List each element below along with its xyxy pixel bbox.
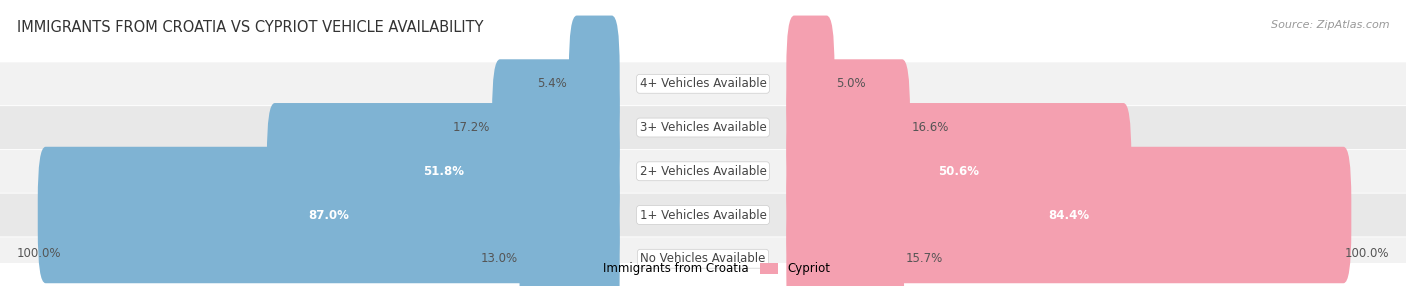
Text: 51.8%: 51.8% bbox=[423, 165, 464, 178]
Text: 17.2%: 17.2% bbox=[453, 121, 491, 134]
Text: 5.4%: 5.4% bbox=[537, 77, 567, 90]
Text: IMMIGRANTS FROM CROATIA VS CYPRIOT VEHICLE AVAILABILITY: IMMIGRANTS FROM CROATIA VS CYPRIOT VEHIC… bbox=[17, 20, 484, 35]
FancyBboxPatch shape bbox=[492, 59, 620, 196]
Text: 5.0%: 5.0% bbox=[837, 77, 866, 90]
FancyBboxPatch shape bbox=[786, 190, 904, 286]
Text: 1+ Vehicles Available: 1+ Vehicles Available bbox=[640, 208, 766, 221]
Text: 13.0%: 13.0% bbox=[481, 252, 517, 265]
Text: 50.6%: 50.6% bbox=[938, 165, 980, 178]
FancyBboxPatch shape bbox=[38, 147, 620, 283]
FancyBboxPatch shape bbox=[0, 62, 1406, 105]
Text: 4+ Vehicles Available: 4+ Vehicles Available bbox=[640, 77, 766, 90]
FancyBboxPatch shape bbox=[0, 194, 1406, 237]
Text: 100.0%: 100.0% bbox=[1344, 247, 1389, 260]
FancyBboxPatch shape bbox=[786, 147, 1351, 283]
Text: 2+ Vehicles Available: 2+ Vehicles Available bbox=[640, 165, 766, 178]
FancyBboxPatch shape bbox=[569, 15, 620, 152]
FancyBboxPatch shape bbox=[0, 237, 1406, 280]
Text: Source: ZipAtlas.com: Source: ZipAtlas.com bbox=[1271, 20, 1389, 30]
Text: No Vehicles Available: No Vehicles Available bbox=[640, 252, 766, 265]
FancyBboxPatch shape bbox=[786, 15, 835, 152]
Legend: Immigrants from Croatia, Cypriot: Immigrants from Croatia, Cypriot bbox=[571, 258, 835, 280]
FancyBboxPatch shape bbox=[786, 103, 1132, 239]
FancyBboxPatch shape bbox=[0, 106, 1406, 149]
Text: 84.4%: 84.4% bbox=[1049, 208, 1090, 221]
Text: 15.7%: 15.7% bbox=[905, 252, 943, 265]
Text: 87.0%: 87.0% bbox=[308, 208, 349, 221]
FancyBboxPatch shape bbox=[0, 150, 1406, 193]
Text: 3+ Vehicles Available: 3+ Vehicles Available bbox=[640, 121, 766, 134]
Text: 16.6%: 16.6% bbox=[912, 121, 949, 134]
FancyBboxPatch shape bbox=[267, 103, 620, 239]
Text: 100.0%: 100.0% bbox=[17, 247, 62, 260]
FancyBboxPatch shape bbox=[786, 59, 910, 196]
FancyBboxPatch shape bbox=[519, 190, 620, 286]
